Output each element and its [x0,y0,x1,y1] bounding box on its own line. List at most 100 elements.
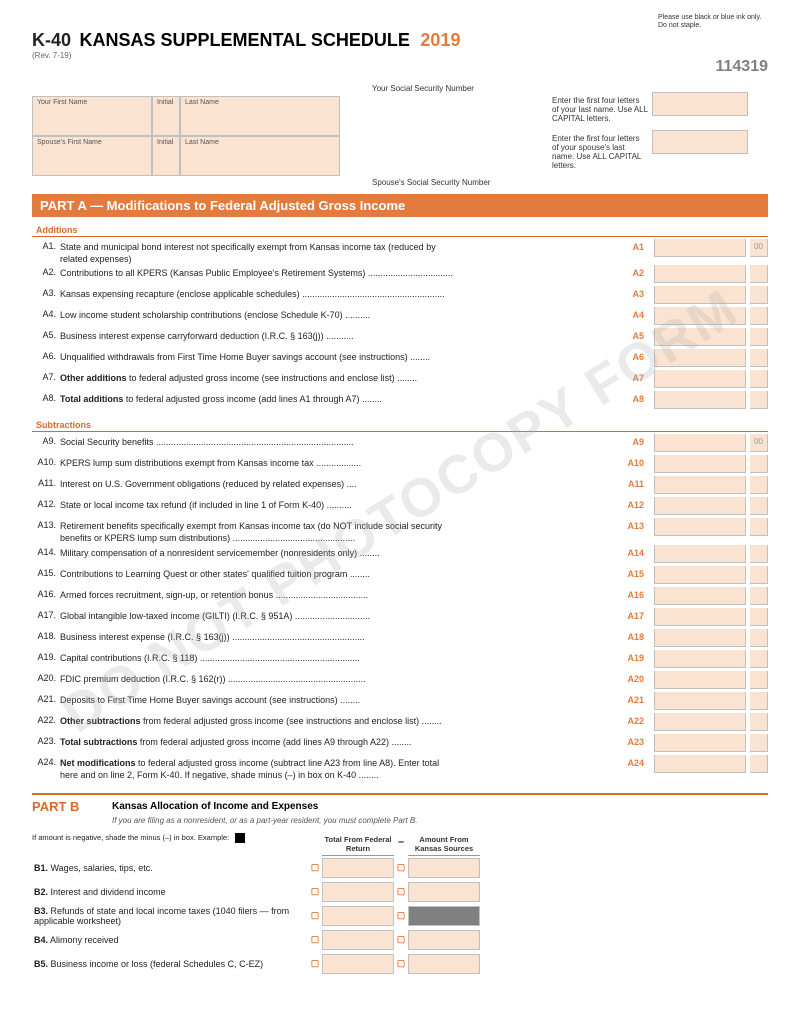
amount-label: A1 [622,242,644,252]
line-text: Capital contributions (I.R.C. § 118) ...… [60,652,460,664]
line-text: State or local income tax refund (if inc… [60,499,460,511]
line-text: Total subtractions from federal adjusted… [60,736,460,748]
your-last-name-field[interactable]: Last Name [180,96,340,136]
amount-label: A5 [622,331,644,341]
line-item: A7.Other additions to federal adjusted g… [32,372,768,391]
line-item: A16.Armed forces recruitment, sign-up, o… [32,589,768,608]
cents-field [750,349,768,367]
your-initial-field[interactable]: Initial [152,96,180,136]
line-number: A6. [32,351,60,361]
b-federal-field[interactable] [322,954,394,974]
b-federal-field[interactable] [322,930,394,950]
amount-field[interactable] [654,734,746,752]
line-number: A2. [32,267,60,277]
line-number: A14. [32,547,60,557]
b-kansas-field[interactable] [408,954,480,974]
line-text: Net modifications to federal adjusted gr… [60,757,460,781]
amount-field[interactable] [654,566,746,584]
line-text: Business interest expense (I.R.C. § 163(… [60,631,460,643]
cents-field [750,713,768,731]
amount-field[interactable] [654,349,746,367]
amount-field[interactable] [654,391,746,409]
line-number: A7. [32,372,60,382]
additions-label: Additions [32,221,768,237]
spouse-first-name-field[interactable]: Spouse's First Name [32,136,152,176]
amount-field[interactable] [654,328,746,346]
minus-box: ▢ [394,910,408,921]
amount-field[interactable] [654,455,746,473]
spouse-initial-field[interactable]: Initial [152,136,180,176]
b-row-text: B2. Interest and dividend income [32,887,308,897]
b-kansas-field[interactable] [408,906,480,926]
cents-field [750,497,768,515]
amount-field[interactable] [654,265,746,283]
amount-field[interactable] [654,518,746,536]
line-number: A5. [32,330,60,340]
b-kansas-field[interactable] [408,858,480,878]
b-kansas-field[interactable] [408,930,480,950]
your-ssn-label: Your Social Security Number [372,84,474,93]
line-item: A19.Capital contributions (I.R.C. § 118)… [32,652,768,671]
subtractions-lines: A9.Social Security benefits ............… [32,436,768,781]
cents-field [750,307,768,325]
amount-field[interactable] [654,370,746,388]
amount-field[interactable] [654,713,746,731]
minus-box: ▢ [308,886,322,897]
line-item: A23.Total subtractions from federal adju… [32,736,768,755]
part-b-instructions: If amount is negative, shade the minus (… [32,833,308,856]
b-federal-field[interactable] [322,858,394,878]
spouse-last-name-field[interactable]: Last Name [180,136,340,176]
amount-label: A13 [622,521,644,531]
line-text: Business interest expense carryforward d… [60,330,460,342]
print-instructions: Please use black or blue ink only. Do no… [658,14,768,31]
line-item: A18.Business interest expense (I.R.C. § … [32,631,768,650]
line-text: KPERS lump sum distributions exempt from… [60,457,460,469]
amount-field[interactable] [654,608,746,626]
form-number: 114319 [715,58,768,76]
line-number: A1. [32,241,60,251]
form-year: 2019 [420,30,460,50]
amount-field[interactable] [654,692,746,710]
part-b-column-headers: If amount is negative, shade the minus (… [32,833,768,856]
line-text: Total additions to federal adjusted gros… [60,393,460,405]
amount-field[interactable] [654,629,746,647]
col-kansas: Amount From Kansas Sources [408,833,480,856]
line-item: A4.Low income student scholarship contri… [32,309,768,328]
amount-field[interactable] [654,755,746,773]
amount-field[interactable] [654,286,746,304]
line-item: A3.Kansas expensing recapture (enclose a… [32,288,768,307]
line-item: A17.Global intangible low-taxed income (… [32,610,768,629]
cents-field [750,370,768,388]
amount-field[interactable] [654,434,746,452]
amount-field[interactable] [654,476,746,494]
line-item: A8.Total additions to federal adjusted g… [32,393,768,412]
amount-label: A15 [622,569,644,579]
amount-field[interactable] [654,307,746,325]
b-kansas-field[interactable] [408,882,480,902]
b-federal-field[interactable] [322,906,394,926]
amount-field[interactable] [654,587,746,605]
line-item: A10.KPERS lump sum distributions exempt … [32,457,768,476]
line-text: Unqualified withdrawals from First Time … [60,351,460,363]
b-row-text: B1. Wages, salaries, tips, etc. [32,863,308,873]
cents-field [750,692,768,710]
b-federal-field[interactable] [322,882,394,902]
letters-box-1[interactable] [652,92,748,116]
line-text: Military compensation of a nonresident s… [60,547,460,559]
letters-box-2[interactable] [652,130,748,154]
cents-field [750,391,768,409]
amount-field[interactable] [654,650,746,668]
line-number: A3. [32,288,60,298]
subtractions-label: Subtractions [32,416,768,432]
amount-field[interactable] [654,239,746,257]
your-first-name-field[interactable]: Your First Name [32,96,152,136]
amount-field[interactable] [654,671,746,689]
amount-label: A3 [622,289,644,299]
amount-field[interactable] [654,497,746,515]
amount-label: A7 [622,373,644,383]
additions-lines: A1.State and municipal bond interest not… [32,241,768,412]
cents-field [750,518,768,536]
line-number: A15. [32,568,60,578]
minus-box: ▢ [308,862,322,873]
amount-field[interactable] [654,545,746,563]
